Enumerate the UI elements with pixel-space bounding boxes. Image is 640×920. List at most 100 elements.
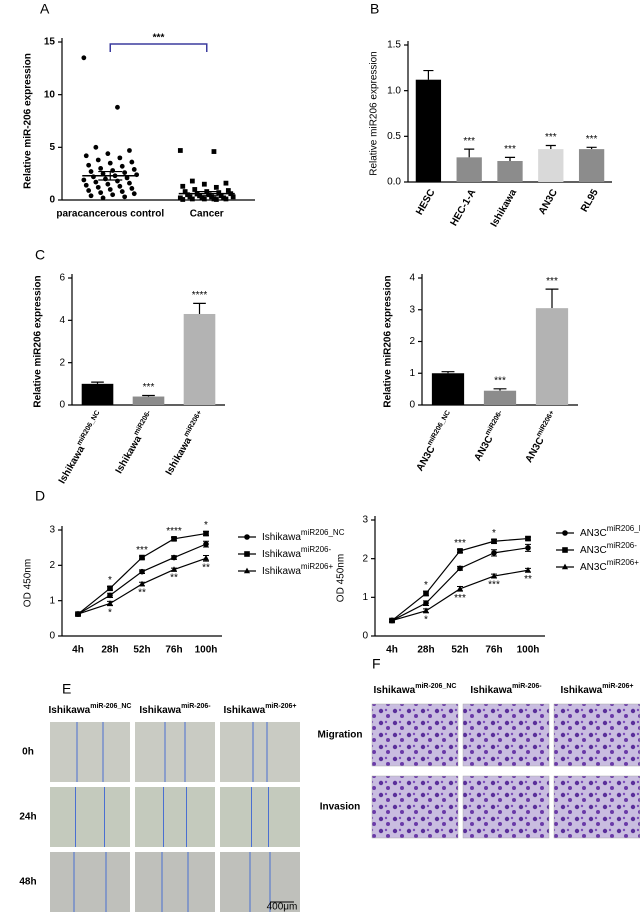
category-name: AN3C	[537, 187, 560, 216]
error-bar	[545, 288, 559, 309]
category-name: HESC	[414, 187, 437, 217]
significance-label: ****	[192, 290, 208, 301]
marker	[115, 104, 120, 110]
legend-label: AN3CmiR206-	[580, 541, 637, 556]
marker	[388, 617, 396, 623]
bar	[183, 313, 216, 405]
y-axis-label: Relative miR206 expression	[33, 275, 44, 407]
error-bar	[586, 146, 597, 150]
marker	[525, 545, 531, 551]
legend-name: AN3C	[580, 562, 607, 573]
legend-name: Ishikawa	[262, 566, 301, 577]
y-tick-label: 2	[59, 357, 65, 368]
marker	[119, 189, 125, 194]
marker	[81, 55, 87, 61]
x-tick-label: 4h	[386, 645, 398, 656]
marker	[456, 585, 464, 592]
y-tick-label: 4	[409, 273, 415, 284]
micrograph	[220, 787, 300, 847]
x-tick-label: Cancer	[190, 209, 224, 220]
sem-bar	[98, 170, 123, 181]
column-header: IshikawamiR-206-	[139, 703, 211, 716]
y-tick-label: 0	[362, 631, 368, 642]
y-tick-label: 3	[362, 515, 368, 526]
y-tick-label: 0	[49, 631, 55, 642]
marker	[561, 563, 569, 570]
marker	[88, 193, 94, 199]
significance-label: *	[204, 520, 208, 531]
significance-label: *	[108, 607, 112, 618]
column-name: Ishikawa	[470, 685, 512, 696]
y-tick-label: 2	[409, 336, 415, 347]
error-bar	[493, 388, 507, 391]
marker	[185, 192, 190, 198]
marker	[213, 184, 219, 190]
significance-label: ***	[545, 132, 557, 143]
marker	[223, 196, 229, 202]
y-tick-label: 2	[49, 560, 55, 571]
x-tick-label: 4h	[72, 645, 84, 656]
legend-superscript: miR206+	[301, 562, 334, 571]
significance-label: ***	[454, 593, 466, 604]
marker	[107, 160, 113, 166]
micrograph	[50, 852, 130, 912]
significance-label: **	[170, 573, 178, 584]
marker	[457, 565, 463, 572]
significance-label: ***	[504, 144, 516, 155]
column-header: IshikawamiR-206_NC	[374, 683, 457, 696]
bar	[535, 308, 569, 405]
x-tick-label: IshikawamiR206-	[112, 409, 158, 476]
marker	[95, 157, 101, 163]
legend-label: IshikawamiR206_NC	[262, 528, 345, 543]
panel-letter: D	[35, 488, 45, 504]
marker	[192, 187, 198, 192]
legend-name: AN3C	[580, 528, 607, 539]
marker	[244, 551, 250, 557]
marker	[124, 175, 130, 181]
bar	[456, 157, 482, 182]
y-tick-label: 1.0	[387, 85, 401, 96]
x-tick-label: 76h	[485, 645, 502, 656]
x-tick-label: AN3C	[537, 187, 560, 216]
marker	[177, 148, 183, 153]
y-tick-label: 3	[49, 525, 55, 536]
marker	[110, 192, 116, 198]
marker	[119, 163, 125, 169]
significance-label: ***	[463, 136, 475, 147]
error-bar	[441, 371, 455, 374]
bar	[415, 79, 442, 182]
column-superscript: miR-206+	[265, 703, 296, 710]
marker	[230, 194, 236, 200]
marker	[171, 536, 177, 542]
category-superscript: miR206_NC	[426, 409, 452, 446]
significance-bracket	[109, 43, 208, 52]
marker	[93, 179, 99, 185]
category-name: Ishikawa	[57, 444, 88, 486]
column-header: IshikawamiR-206_NC	[49, 703, 132, 716]
bar	[483, 390, 517, 405]
y-axis-label: Relative miR206 expression	[369, 51, 380, 176]
marker	[491, 538, 497, 545]
marker	[203, 541, 209, 547]
marker	[127, 148, 132, 153]
legend-label: AN3CmiR206_NC	[580, 524, 640, 539]
y-tick-label: 1	[362, 592, 368, 603]
significance-label: ***	[586, 134, 598, 145]
column-superscript: miR-206_NC	[415, 683, 456, 690]
panel-letter: C	[35, 247, 45, 263]
error-bar	[464, 148, 475, 158]
marker	[422, 607, 430, 614]
significance-label: *	[424, 580, 428, 591]
row-label: Invasion	[320, 802, 361, 813]
marker	[221, 195, 226, 201]
marker	[110, 168, 116, 173]
marker	[98, 166, 104, 171]
column-name: Ishikawa	[560, 685, 602, 696]
bar	[81, 383, 114, 405]
error-bar	[193, 302, 206, 314]
marker	[562, 547, 568, 553]
error-bar	[423, 69, 434, 80]
y-tick-label: 0	[59, 400, 65, 411]
marker	[93, 144, 99, 150]
x-tick-label: HEC-1-A	[448, 187, 478, 228]
